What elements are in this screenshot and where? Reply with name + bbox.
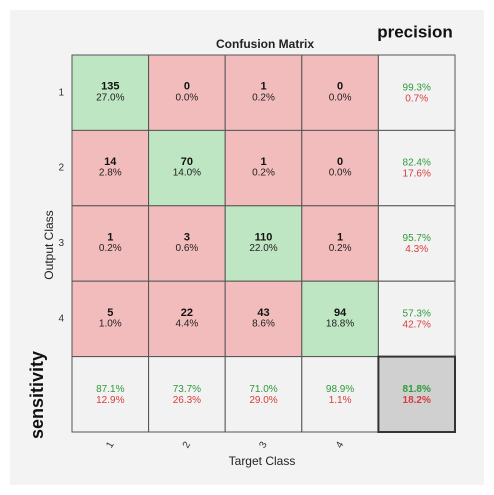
cell bbox=[377, 355, 456, 434]
cell bbox=[301, 129, 379, 207]
pct-good: 57.3% bbox=[403, 309, 431, 320]
cell-percent: 27.0% bbox=[96, 92, 124, 103]
pct-good: 98.9% bbox=[326, 384, 354, 395]
cell-percent: 2.8% bbox=[99, 168, 122, 179]
cell bbox=[71, 54, 150, 131]
cell bbox=[224, 54, 303, 131]
cell bbox=[71, 356, 150, 433]
row-label: 3 bbox=[58, 238, 64, 249]
cell-percent: 22.0% bbox=[249, 243, 277, 254]
cell-count: 135 bbox=[101, 81, 119, 93]
cell-count: 1 bbox=[337, 231, 343, 243]
pct-bad: 29.0% bbox=[249, 395, 277, 406]
col-label: 3 bbox=[257, 440, 270, 451]
cell bbox=[224, 129, 303, 207]
pct-good: 73.7% bbox=[173, 384, 201, 395]
title: Confusion Matrix bbox=[216, 37, 314, 51]
row-label: 2 bbox=[58, 163, 64, 174]
pct-good: 95.7% bbox=[403, 233, 431, 244]
precision-label: precision bbox=[377, 22, 453, 41]
pct-bad: 18.2% bbox=[403, 395, 431, 406]
pct-good: 71.0% bbox=[249, 384, 277, 395]
col-label: 2 bbox=[181, 440, 194, 451]
cell-count: 0 bbox=[337, 81, 343, 93]
cell bbox=[71, 280, 150, 358]
cell-percent: 0.2% bbox=[252, 168, 275, 179]
cell bbox=[377, 205, 456, 282]
cell bbox=[377, 129, 456, 207]
cell-percent: 0.2% bbox=[252, 92, 275, 103]
col-label: 4 bbox=[334, 440, 347, 451]
pct-bad: 0.7% bbox=[405, 93, 428, 104]
cell bbox=[224, 280, 303, 358]
cell bbox=[301, 356, 379, 433]
cell-count: 3 bbox=[184, 231, 190, 243]
cell-count: 0 bbox=[184, 81, 190, 93]
cell-percent: 4.4% bbox=[176, 319, 199, 330]
cell-count: 1 bbox=[260, 81, 266, 93]
cell-percent: 0.2% bbox=[99, 243, 122, 254]
cell-count: 14 bbox=[104, 156, 117, 168]
y-axis-label: Output Class bbox=[42, 210, 56, 279]
cell bbox=[148, 280, 226, 358]
sensitivity-label: sensitivity bbox=[27, 351, 47, 439]
cell-percent: 1.0% bbox=[99, 319, 122, 330]
pct-bad: 4.3% bbox=[405, 244, 428, 255]
col-label: 1 bbox=[104, 440, 117, 451]
cell bbox=[71, 205, 150, 282]
cell-count: 5 bbox=[107, 307, 113, 319]
pct-bad: 12.9% bbox=[96, 395, 124, 406]
x-axis-label: Target Class bbox=[229, 454, 296, 468]
row-label: 1 bbox=[58, 87, 64, 98]
cell-percent: 14.0% bbox=[173, 168, 201, 179]
pct-bad: 42.7% bbox=[403, 320, 431, 331]
cell bbox=[377, 54, 456, 131]
cell-count: 94 bbox=[334, 307, 347, 319]
cell bbox=[377, 280, 456, 358]
cell-count: 22 bbox=[181, 307, 193, 319]
cell bbox=[148, 54, 226, 131]
cell-percent: 8.6% bbox=[252, 319, 275, 330]
row-label: 4 bbox=[58, 314, 64, 325]
pct-bad: 17.6% bbox=[403, 169, 431, 180]
cell-percent: 0.0% bbox=[329, 168, 352, 179]
cell bbox=[301, 205, 379, 282]
cell-count: 1 bbox=[260, 156, 266, 168]
cell bbox=[148, 205, 226, 282]
pct-bad: 1.1% bbox=[329, 395, 352, 406]
cell-count: 0 bbox=[337, 156, 343, 168]
cell-percent: 0.0% bbox=[329, 92, 352, 103]
pct-good: 82.4% bbox=[403, 158, 431, 169]
pct-good: 81.8% bbox=[403, 384, 431, 395]
cell-count: 110 bbox=[255, 231, 273, 243]
pct-good: 99.3% bbox=[403, 82, 431, 93]
cell-count: 1 bbox=[107, 231, 113, 243]
cell-percent: 0.6% bbox=[176, 243, 199, 254]
cell-percent: 0.0% bbox=[176, 92, 199, 103]
cell-count: 70 bbox=[181, 156, 193, 168]
cell bbox=[148, 356, 226, 433]
pct-good: 87.1% bbox=[96, 384, 124, 395]
cell bbox=[301, 280, 379, 358]
pct-bad: 26.3% bbox=[173, 395, 201, 406]
cell-count: 43 bbox=[257, 307, 269, 319]
cell bbox=[224, 356, 303, 433]
cell-percent: 18.8% bbox=[326, 319, 354, 330]
cell-percent: 0.2% bbox=[329, 243, 352, 254]
